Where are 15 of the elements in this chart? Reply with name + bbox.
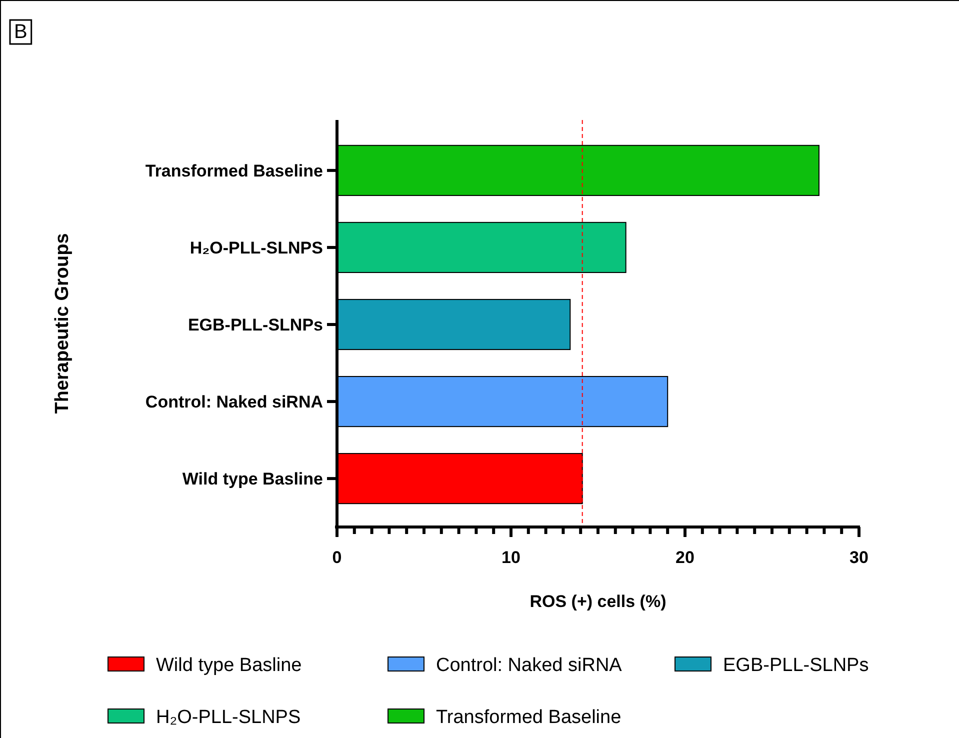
y-tick-label: Wild type Basline [182,470,323,489]
x-tick-label: 20 [676,548,694,567]
x-axis-title: ROS (+) cells (%) [530,592,666,611]
y-tick-label: EGB-PLL-SLNPs [188,316,323,334]
legend-label: Control: Naked siRNA [436,655,622,676]
y-axis-title: Therapeutic Groups [52,233,73,414]
y-tick-label: H₂O-PLL-SLNPS [190,238,323,258]
y-tick-label: Control: Naked siRNA [145,392,323,412]
x-tick-label: 10 [502,548,520,567]
legend-label: EGB-PLL-SLNPs [723,655,869,676]
x-tick-label: 0 [332,548,342,567]
x-tick-label: 30 [850,548,868,567]
legend-label: Transformed Baseline [436,707,622,728]
text: B [14,21,28,43]
y-tick-label: Transformed Baseline [145,161,323,180]
